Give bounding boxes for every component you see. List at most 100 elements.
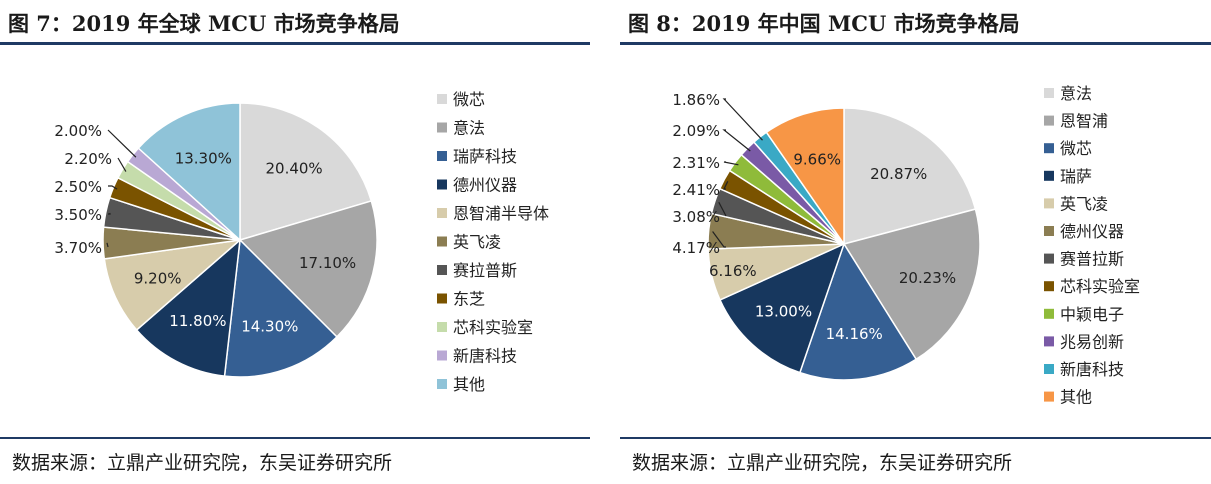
figure-title: 图 8：2019 年中国 MCU 市场竞争格局	[628, 11, 1020, 36]
figure-8-panel: 图 8：2019 年中国 MCU 市场竞争格局 4.17% 3.08% 2.41% 2…	[620, 0, 1211, 484]
legend-swatch	[1044, 143, 1054, 154]
slice-value-label: 3.70%	[54, 239, 102, 257]
slice-value-label: 20.23%	[899, 269, 956, 287]
legend-swatch	[1044, 226, 1054, 236]
legend-label: 中颖电子	[1060, 305, 1124, 324]
legend-swatch	[437, 293, 447, 304]
slice-value-label: 9.66%	[793, 150, 841, 168]
legend-swatch	[437, 122, 447, 133]
legend-label: 芯科实验室	[453, 318, 533, 337]
legend-swatch	[1044, 198, 1054, 209]
legend-swatch	[437, 236, 447, 247]
slice-value-label: 2.00%	[54, 122, 102, 140]
legend-label: 微芯	[1060, 139, 1092, 158]
slice-value-label: 2.41%	[672, 181, 720, 199]
legend-label: 德州仪器	[1060, 222, 1124, 241]
slice-value-label: 17.10%	[299, 254, 356, 272]
legend-swatch	[1044, 391, 1054, 402]
slice-value-label: 6.16%	[709, 262, 757, 280]
legend-label: 芯科实验室	[1060, 277, 1140, 296]
legend-swatch	[437, 179, 447, 190]
legend-label: 兆易创新	[1060, 332, 1124, 351]
leader-line	[723, 181, 729, 190]
slice-value-label: 2.31%	[672, 154, 720, 172]
legend-label: 恩智浦半导体	[453, 204, 549, 223]
slice-value-label: 2.20%	[64, 150, 112, 168]
leader-line	[107, 129, 137, 158]
figure-7-panel: 图 7：2019 年全球 MCU 市场竞争格局 3.70% 3.50% 2.50% 2…	[0, 0, 590, 484]
leader-line	[108, 212, 111, 215]
legend-swatch	[1044, 253, 1054, 264]
title-rule	[0, 42, 590, 45]
leader-line	[718, 201, 727, 217]
legend-swatch	[1044, 308, 1054, 319]
legend-label: 意法	[1060, 84, 1092, 103]
pie-slices	[707, 107, 981, 381]
pie-slice	[798, 242, 918, 381]
leader-line	[723, 161, 739, 166]
slice-value-label: 20.87%	[870, 165, 927, 183]
legend-swatch	[437, 94, 447, 104]
leader-line	[712, 231, 726, 248]
figure-title: 图 7：2019 年全球 MCU 市场竞争格局	[8, 11, 400, 36]
slice-value-label: 13.30%	[175, 149, 232, 167]
slice-value-label: 3.08%	[672, 208, 720, 226]
legend-swatch	[1044, 115, 1054, 126]
pie-slice	[719, 242, 846, 374]
legend-label: 德州仪器	[453, 176, 517, 195]
pie-chart-global: 3.70% 3.50% 2.50% 2.20% 2.00% 20.40% 17.10% 14.…	[54, 90, 549, 394]
legend-swatch	[437, 350, 447, 361]
slice-value-label: 14.16%	[826, 325, 883, 343]
slice-value-label: 11.80%	[169, 312, 226, 330]
slice-value-label: 13.00%	[755, 302, 812, 320]
leader-line	[106, 242, 109, 248]
legend-label: 瑞萨	[1060, 167, 1092, 186]
legend-swatch	[1044, 88, 1054, 98]
legend-swatch	[1044, 364, 1054, 374]
slice-value-label: 3.50%	[54, 206, 102, 224]
legend-swatch	[437, 379, 447, 389]
slice-value-label: 1.86%	[672, 91, 720, 109]
leader-line	[108, 185, 118, 190]
pie-slice	[223, 238, 338, 378]
legend-label: 瑞萨科技	[453, 147, 517, 166]
legend-label: 英飞凌	[453, 233, 501, 252]
legend-label: 新唐科技	[1060, 360, 1124, 379]
legend-swatch	[437, 208, 447, 218]
leader-line	[722, 129, 751, 152]
legend-label: 其他	[453, 375, 485, 394]
pie-slice	[843, 107, 977, 245]
legend-swatch	[437, 322, 447, 332]
legend-swatch	[1044, 170, 1054, 181]
slice-value-label: 14.30%	[241, 317, 298, 335]
legend-label: 英飞凌	[1060, 194, 1108, 213]
pie-slice	[137, 102, 241, 242]
legend-label: 东芝	[453, 290, 485, 309]
legend-swatch	[437, 151, 447, 161]
title-rule	[620, 42, 1211, 45]
leader-line	[117, 157, 127, 172]
slice-value-label: 2.09%	[672, 122, 720, 140]
leader-line	[722, 98, 763, 141]
pie-slice	[765, 107, 845, 247]
legend-label: 赛拉普斯	[453, 261, 517, 280]
pie-slices	[102, 102, 378, 378]
pie-slice	[135, 238, 241, 377]
slice-value-label: 20.40%	[265, 160, 322, 178]
source-note: 数据来源：立鼎产业研究院，东吴证券研究所	[12, 452, 393, 474]
pie-slice	[239, 102, 373, 242]
data-labels: 3.70% 3.50% 2.50% 2.20% 2.00% 20.40% 17.10% 14.…	[54, 122, 356, 335]
legend-label: 新唐科技	[453, 347, 517, 366]
pie-chart-china: 4.17% 3.08% 2.41% 2.31% 2.09% 1.86% 20.87% 20.2…	[672, 84, 1140, 407]
pie-slice	[103, 238, 243, 332]
legend-swatch	[1044, 336, 1054, 347]
pie-slice	[842, 208, 981, 361]
legend-label: 意法	[453, 119, 485, 138]
legend-label: 微芯	[453, 90, 485, 109]
slice-value-label: 2.50%	[54, 178, 102, 196]
legend-label: 恩智浦	[1060, 112, 1108, 131]
source-rule	[0, 437, 590, 439]
data-labels: 4.17% 3.08% 2.41% 2.31% 2.09% 1.86% 20.87% 20.2…	[672, 91, 956, 343]
legend-swatch	[437, 265, 447, 275]
